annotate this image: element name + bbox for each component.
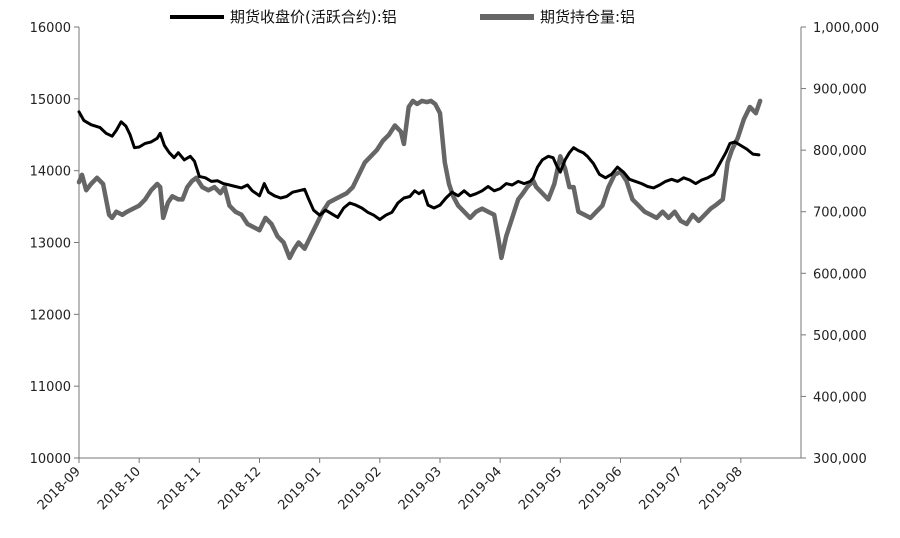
y-left-tick-label: 12000: [30, 308, 71, 323]
legend-item-open-interest-label: 期货持仓量:铝: [540, 8, 635, 26]
y-right-tick-label: 500,000: [813, 329, 867, 344]
y-left-tick-label: 15000: [30, 93, 71, 108]
x-tick-label: 2018-11: [155, 464, 204, 513]
series-line-price: [77, 110, 761, 221]
x-tick-label: 2018-09: [35, 464, 84, 513]
y-right-tick-label: 900,000: [813, 83, 867, 98]
y-left-tick-label: 13000: [30, 237, 71, 252]
x-tick-label: 2018-12: [215, 464, 264, 513]
series-line-open-interest: [76, 98, 763, 261]
x-tick-label: 2019-08: [697, 464, 746, 513]
x-tick-label: 2019-07: [636, 464, 685, 513]
y-right-tick-label: 400,000: [813, 390, 867, 405]
y-right-tick-label: 700,000: [813, 206, 867, 221]
axes: 10000 11000 12000 13000 14000 15000 16000 300,0…: [30, 21, 880, 513]
x-tick-label: 2019-06: [576, 464, 625, 513]
x-tick-label: 2018-10: [95, 464, 144, 513]
legend: 期货收盘价(活跃合约):铝 期货持仓量:铝: [170, 8, 635, 26]
y-right-tick-label: 1,000,000: [813, 21, 879, 36]
legend-item-price-label: 期货收盘价(活跃合约):铝: [230, 8, 397, 26]
y-right-tick-label: 800,000: [813, 144, 867, 159]
y-left-tick-label: 14000: [30, 165, 71, 180]
x-tick-label: 2019-01: [275, 464, 324, 513]
x-tick-label: 2019-05: [516, 464, 565, 513]
y-right-tick-label: 300,000: [813, 452, 867, 467]
y-left-tick-label: 10000: [30, 452, 71, 467]
y-left-tick-label: 16000: [30, 21, 71, 36]
x-tick-label: 2019-04: [456, 464, 505, 513]
y-right-tick-label: 600,000: [813, 267, 867, 282]
x-tick-label: 2019-02: [336, 464, 385, 513]
series-layer: [76, 98, 763, 261]
x-tick-label: 2019-03: [396, 464, 445, 513]
y-left-tick-label: 11000: [30, 380, 71, 395]
